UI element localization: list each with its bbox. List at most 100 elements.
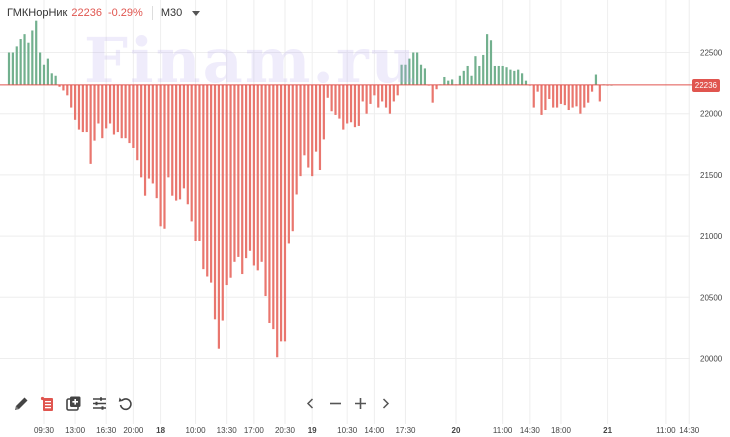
bar: [435, 84, 438, 90]
bar: [295, 84, 298, 195]
bar: [458, 75, 461, 85]
bar: [555, 84, 559, 108]
bar: [412, 52, 415, 85]
bar: [517, 69, 520, 85]
bar: [536, 84, 539, 92]
bar: [482, 54, 485, 85]
x-tick-label: 17:30: [395, 426, 416, 435]
x-tick-label: 21: [603, 426, 612, 435]
bar: [307, 84, 310, 168]
bar: [276, 84, 279, 358]
bar: [381, 84, 384, 102]
bar: [474, 56, 477, 85]
bar: [524, 80, 528, 85]
x-tick-label: 09:30: [34, 426, 55, 435]
bar: [579, 84, 582, 114]
sliders-icon[interactable]: [91, 395, 108, 412]
bar: [38, 52, 42, 85]
bar: [264, 84, 267, 297]
bar: [124, 84, 127, 139]
bar: [46, 58, 49, 85]
bar: [552, 84, 555, 108]
bar: [349, 84, 353, 123]
document-alert-icon[interactable]: [39, 395, 56, 412]
bar: [478, 65, 481, 85]
pencil-icon[interactable]: [13, 395, 30, 412]
zoom-in-icon[interactable]: [352, 395, 369, 412]
y-tick-label: 21500: [700, 171, 723, 180]
bar: [252, 84, 255, 266]
bar: [470, 75, 473, 85]
chevron-down-icon[interactable]: [192, 10, 201, 16]
x-tick-label: 16:30: [96, 426, 117, 435]
bar: [182, 84, 186, 189]
bar: [520, 73, 524, 85]
bar: [373, 84, 376, 96]
bar: [505, 67, 508, 85]
y-tick-label: 20000: [700, 355, 723, 364]
x-tick-label: 17:00: [244, 426, 265, 435]
bar: [384, 84, 388, 108]
bar: [77, 84, 81, 130]
timeframe-select[interactable]: M30: [160, 7, 183, 19]
bar: [15, 46, 18, 85]
bar: [202, 84, 205, 270]
bar: [206, 84, 209, 277]
bar: [513, 70, 516, 85]
bar: [377, 84, 380, 108]
bar: [361, 84, 364, 102]
drawing-toolbar: [13, 395, 134, 412]
bar: [27, 42, 30, 85]
add-panel-icon[interactable]: [65, 395, 82, 412]
bar: [462, 70, 465, 85]
bar: [283, 84, 287, 342]
header-divider: [151, 6, 153, 20]
bar: [245, 84, 248, 259]
bar: [318, 84, 322, 171]
ticker-name[interactable]: ГМКНорНик: [7, 7, 68, 19]
y-tick-label: 21000: [700, 232, 723, 241]
bar: [493, 65, 496, 85]
zoom-out-icon[interactable]: [327, 395, 344, 412]
x-tick-label: 10:30: [337, 426, 358, 435]
undo-icon[interactable]: [117, 395, 134, 412]
bar: [221, 84, 224, 321]
bar: [583, 84, 586, 108]
bar: [486, 34, 489, 85]
bar: [108, 84, 112, 124]
bar: [544, 84, 547, 111]
ticker-change: -0.29%: [107, 7, 143, 19]
bar: [171, 84, 174, 196]
bar: [416, 52, 419, 85]
bar: [237, 84, 240, 257]
y-tick-label: 20500: [700, 293, 723, 302]
bar: [256, 84, 259, 271]
bar: [311, 84, 314, 177]
x-tick-label: 20: [452, 426, 461, 435]
bar: [116, 84, 119, 133]
bar: [563, 84, 566, 106]
bar: [241, 84, 244, 275]
ticker-header[interactable]: ГМКНорНик 22236 -0.29% M30: [7, 4, 201, 22]
bar: [272, 84, 275, 330]
bar: [143, 84, 147, 196]
bar: [120, 84, 123, 139]
bar: [330, 84, 333, 112]
bar: [35, 20, 38, 85]
bar: [501, 65, 504, 85]
bar: [353, 84, 357, 128]
bar: [105, 84, 108, 129]
chevron-right-icon[interactable]: [377, 395, 394, 412]
bar: [62, 84, 65, 91]
x-tick-label: 14:30: [679, 426, 700, 435]
bar: [571, 84, 574, 108]
bar: [73, 84, 77, 120]
bar: [85, 84, 88, 133]
bar: [404, 64, 407, 85]
bar: [89, 84, 92, 164]
bar: [334, 84, 337, 115]
chevron-left-icon[interactable]: [302, 395, 319, 412]
bar: [7, 52, 11, 85]
